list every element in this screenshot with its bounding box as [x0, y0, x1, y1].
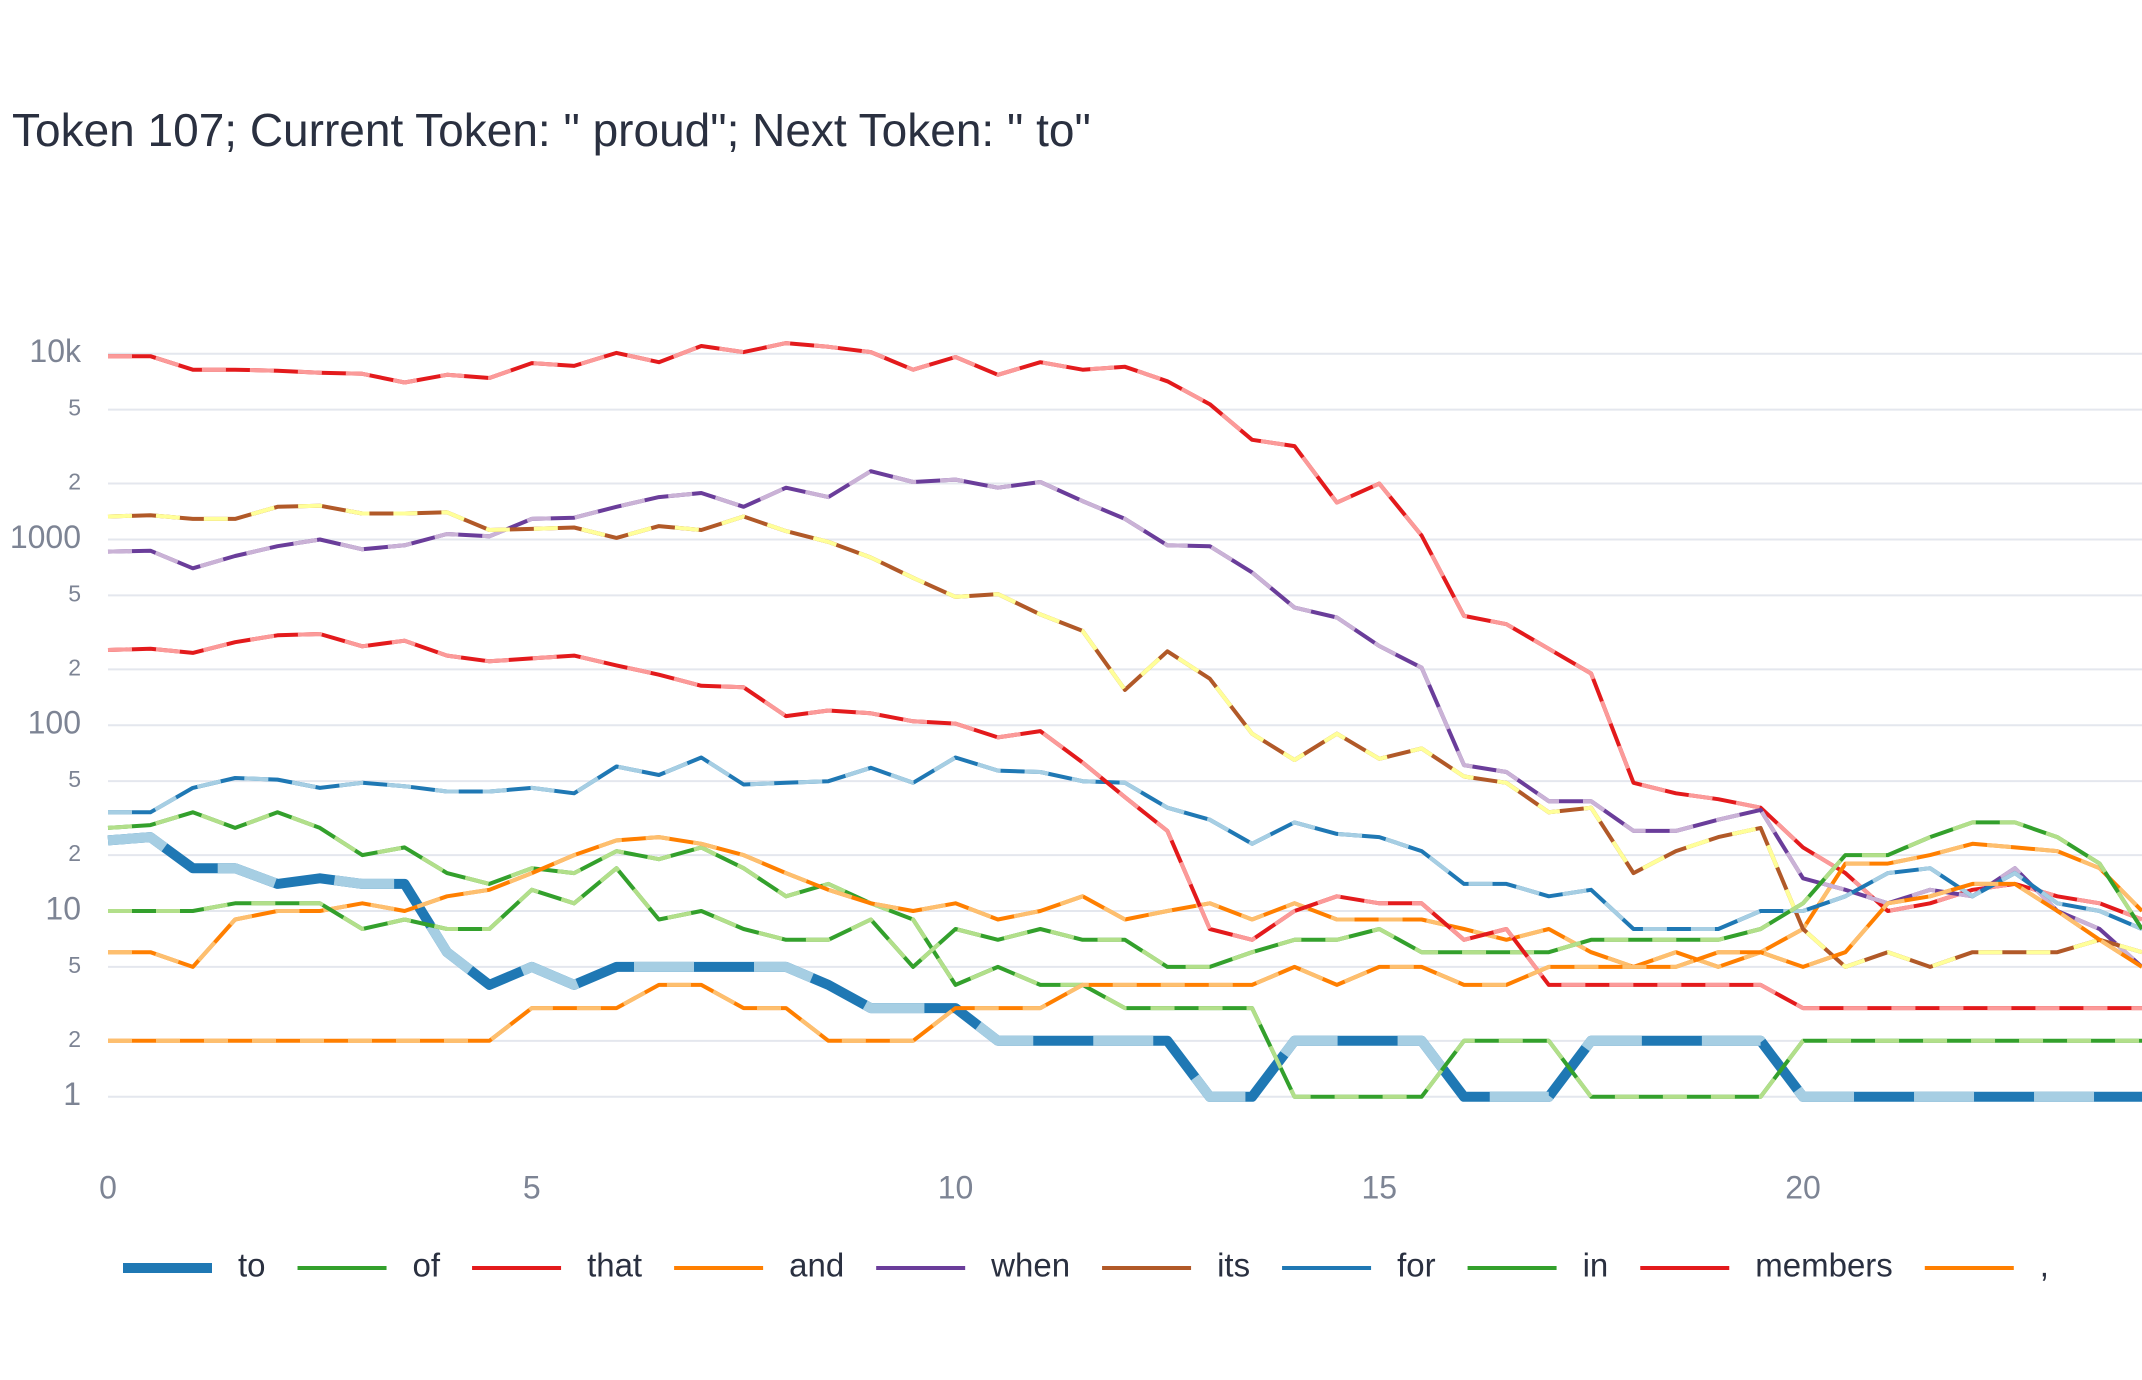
y-tick-label: 5	[68, 766, 81, 792]
legend-label: its	[1217, 1247, 1250, 1284]
plot-lines	[107, 341, 2142, 1102]
y-tick-label: 5	[68, 952, 81, 978]
legend-label: to	[238, 1247, 266, 1284]
series-line-alt	[107, 810, 2142, 1099]
x-tick-label: 0	[99, 1169, 117, 1205]
y-tick-label: 10	[45, 890, 81, 926]
x-tick-label: 5	[523, 1169, 541, 1205]
legend-label: members	[1755, 1247, 1893, 1284]
y-tick-label: 1000	[10, 519, 81, 555]
chart-title: Token 107; Current Token: " proud"; Next…	[12, 104, 1091, 156]
series-line-alt	[108, 820, 2142, 969]
series-line-alt	[108, 755, 2142, 931]
y-tick-label: 5	[68, 395, 81, 421]
y-tick-label: 10k	[29, 333, 82, 369]
series-line-alt	[107, 503, 2142, 969]
y-tick-label: 2	[68, 1026, 81, 1052]
legend-label: that	[587, 1247, 642, 1284]
y-tick-label: 100	[28, 705, 81, 741]
legend-label: of	[413, 1247, 441, 1284]
legend-label: for	[1397, 1247, 1436, 1284]
legend-label: in	[1583, 1247, 1609, 1284]
series-line-alt	[108, 881, 2142, 1043]
grid: 1 2 5 10 2 5 100 2 5 1000 2 5 10k 0 5 10 15 20	[10, 333, 2142, 1205]
y-tick-label: 2	[68, 654, 81, 680]
legend-label: when	[990, 1247, 1070, 1284]
legend: to of that and when its for in members,	[123, 1247, 2049, 1284]
y-tick-label: 5	[68, 580, 81, 606]
y-tick-label: 2	[68, 840, 81, 866]
x-tick-label: 10	[938, 1169, 974, 1205]
legend-label: ,	[2040, 1247, 2049, 1284]
series-line	[108, 341, 2142, 922]
legend-label: and	[789, 1247, 844, 1284]
y-tick-label: 2	[68, 469, 81, 495]
x-tick-label: 20	[1785, 1169, 1821, 1205]
series-line-alt	[108, 341, 2142, 922]
y-tick-label: 1	[63, 1076, 81, 1112]
series-line-alt	[107, 469, 2142, 969]
series-line-alt	[107, 832, 2142, 1102]
series-line-alt	[107, 632, 2142, 1011]
x-tick-label: 15	[1361, 1169, 1397, 1205]
